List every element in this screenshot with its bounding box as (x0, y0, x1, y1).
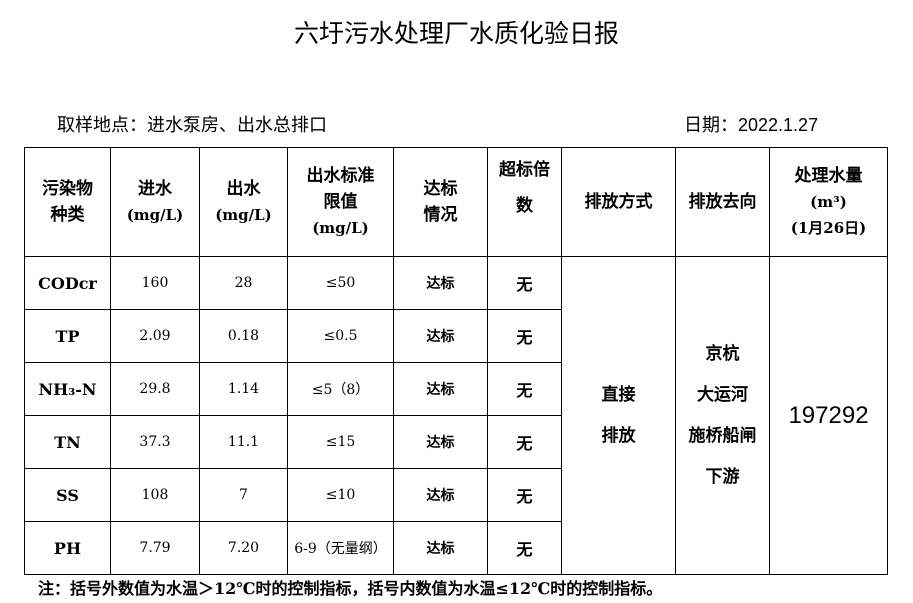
footnote: 注：括号外数值为水温＞12℃时的控制指标，括号内数值为水温≤12℃时的控制指标。 (38, 579, 663, 598)
compliance-status: 达标 (393, 362, 488, 416)
header-volume: 处理水量 (m³) (1月26日) (769, 147, 888, 257)
limit-value: ≤5（8） (287, 362, 394, 416)
influent-value: 37.3 (110, 415, 200, 469)
influent-value: 2.09 (110, 309, 200, 363)
header-pollutant: 污染物 种类 (24, 147, 111, 257)
table-row: SS 108 7 ≤10 达标无 (24, 468, 888, 522)
header-limit: 出水标准 限值 (mg/L) (287, 147, 394, 257)
header-row: 污染物 种类 进水 (mg/L) 出水 (mg/L) 出水标准 限值 (mg/L) 达标情… (24, 147, 888, 257)
exceed-multiple: 无 (487, 415, 562, 469)
effluent-value: 28 (199, 256, 288, 310)
pollutant-name: CODcr (24, 256, 111, 310)
limit-value: ≤15 (287, 415, 394, 469)
exceed-multiple: 无 (487, 362, 562, 416)
effluent-value: 7.20 (199, 521, 288, 575)
limit-value: ≤10 (287, 468, 394, 522)
treated-volume: 197292 (769, 256, 888, 575)
pollutant-name: NH₃-N (24, 362, 111, 416)
effluent-value: 0.18 (199, 309, 288, 363)
discharge-destination: 京杭 大运河 施桥船闸 下游 (675, 256, 770, 575)
water-quality-table: 污染物 种类 进水 (mg/L) 出水 (mg/L) 出水标准 限值 (mg/L) 达标情… (24, 147, 888, 575)
report-title: 六圩污水处理厂水质化验日报 (293, 19, 619, 48)
compliance-status: 达标 (393, 415, 488, 469)
influent-value: 29.8 (110, 362, 200, 416)
report-date: 日期：2022.1.27 (684, 115, 819, 135)
table-row: NH₃-N 29.8 1.14 ≤5（8） 达标无 (24, 362, 888, 416)
discharge-method: 直接 排放 (561, 256, 676, 575)
influent-value: 160 (110, 256, 200, 310)
influent-value: 7.79 (110, 521, 200, 575)
limit-value: ≤0.5 (287, 309, 394, 363)
table-row: PH 7.79 7.20 6-9（无量纲） 达标无 (24, 521, 888, 575)
table-row: TN 37.3 11.1 ≤15 达标无 (24, 415, 888, 469)
table-row: TP 2.09 0.18 ≤0.5 达标无 (24, 309, 888, 363)
influent-value: 108 (110, 468, 200, 522)
compliance-status: 达标 (393, 521, 488, 575)
header-discharge-dest: 排放去向 (675, 147, 770, 257)
header-effluent: 出水 (mg/L) (199, 147, 288, 257)
limit-value: ≤50 (287, 256, 394, 310)
effluent-value: 7 (199, 468, 288, 522)
pollutant-name: SS (24, 468, 111, 522)
header-compliance: 达标 情况 (393, 147, 488, 257)
header-influent: 进水 (mg/L) (110, 147, 200, 257)
sampling-location: 取样地点：进水泵房、出水总排口 (57, 115, 327, 136)
header-discharge-method: 排放方式 (561, 147, 676, 257)
table-row: CODcr 160 28 ≤50 达标无直接 排放 京杭 大运河 施桥船闸 下游 197292 (24, 256, 888, 575)
pollutant-name: PH (24, 521, 111, 575)
exceed-multiple: 无 (487, 309, 562, 363)
compliance-status: 达标 (393, 256, 488, 310)
exceed-multiple: 无 (487, 256, 562, 310)
pollutant-name: TN (24, 415, 111, 469)
exceed-multiple: 无 (487, 468, 562, 522)
compliance-status: 达标 (393, 468, 488, 522)
pollutant-name: TP (24, 309, 111, 363)
header-exceed: 超标倍数 (487, 147, 562, 257)
effluent-value: 11.1 (199, 415, 288, 469)
compliance-status: 达标 (393, 309, 488, 363)
exceed-multiple: 无 (487, 521, 562, 575)
limit-value: 6-9（无量纲） (287, 521, 394, 575)
effluent-value: 1.14 (199, 362, 288, 416)
